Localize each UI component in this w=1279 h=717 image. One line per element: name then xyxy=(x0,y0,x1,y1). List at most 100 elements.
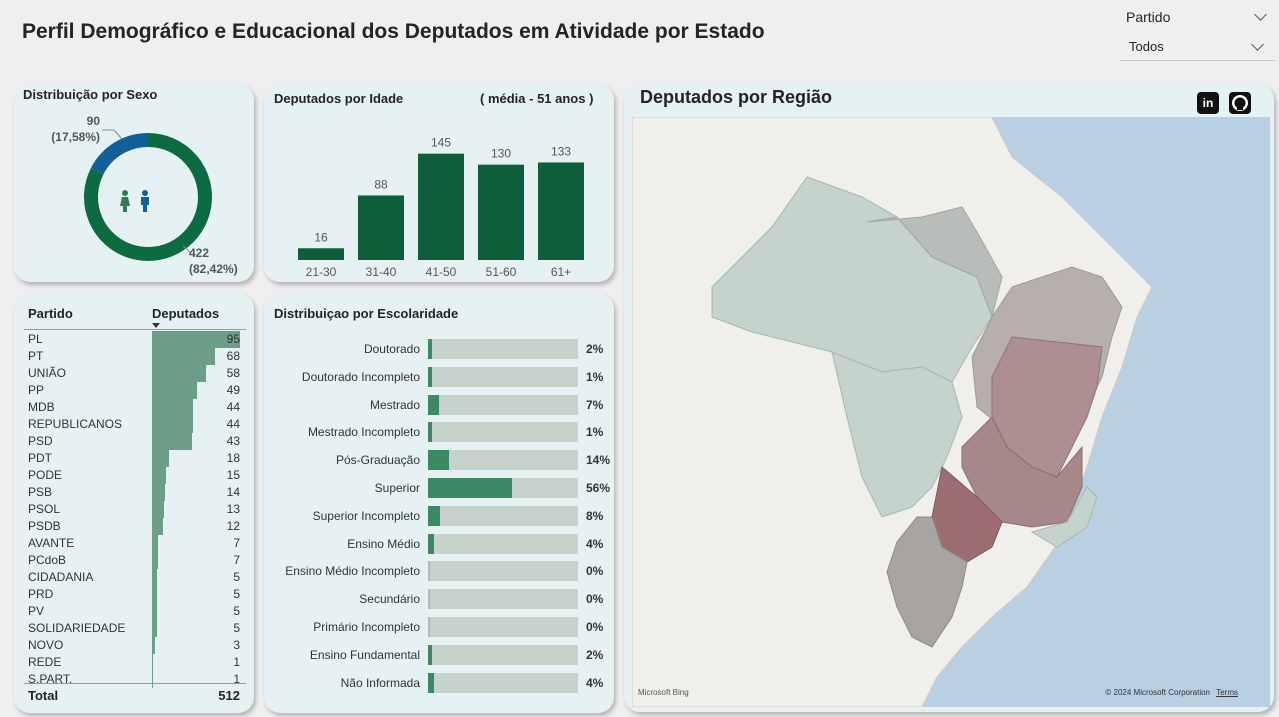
table-total-label: Total xyxy=(28,688,59,703)
table-row[interactable]: PT 68 xyxy=(14,348,254,365)
education-row[interactable]: Ensino Fundamental 2% xyxy=(264,644,614,665)
deputados-databar xyxy=(152,450,169,467)
education-bar[interactable] xyxy=(428,672,434,693)
education-bar[interactable] xyxy=(428,533,434,554)
education-bar[interactable] xyxy=(428,394,439,415)
table-row[interactable]: PV 5 xyxy=(14,603,254,620)
table-row[interactable]: PSDB 12 xyxy=(14,518,254,535)
education-row[interactable]: Ensino Médio 4% xyxy=(264,533,614,554)
education-bar[interactable] xyxy=(428,422,432,443)
deputados-databar xyxy=(152,637,155,654)
sex-distribution-card: Distribuição por Sexo 90 (17,58%) 422 (8… xyxy=(14,84,254,282)
education-bar[interactable] xyxy=(428,617,430,637)
party-table-card: Partido Deputados PL 95 PT 68 UNIÃO 58 PP 49 MDB… xyxy=(14,293,254,713)
github-icon[interactable] xyxy=(1229,92,1251,114)
table-row[interactable]: MDB 44 xyxy=(14,399,254,416)
education-row[interactable]: Ensino Médio Incompleto 0% xyxy=(264,561,614,582)
deputados-value-cell: 95 xyxy=(226,332,240,346)
table-total-divider xyxy=(24,683,246,684)
table-row[interactable]: PODE 15 xyxy=(14,467,254,484)
chevron-down-icon[interactable] xyxy=(1251,38,1264,51)
deputados-value-cell: 1 xyxy=(233,672,240,686)
education-category-label: Superior xyxy=(374,481,420,495)
age-bar-value-label: 133 xyxy=(551,144,571,158)
table-row[interactable]: PSB 14 xyxy=(14,484,254,501)
brazil-map[interactable]: Microsoft Bing © 2024 Microsoft Corporat… xyxy=(632,117,1270,707)
age-category-label: 51-60 xyxy=(486,265,517,279)
table-row[interactable]: PDT 18 xyxy=(14,450,254,467)
education-row[interactable]: Doutorado 2% xyxy=(264,339,614,359)
education-row[interactable]: Primário Incompleto 0% xyxy=(264,617,614,637)
age-distribution-card: Deputados por Idade ( média - 51 anos ) … xyxy=(264,84,614,282)
table-row[interactable]: PCdoB 7 xyxy=(14,552,254,569)
education-bar-track xyxy=(428,589,578,610)
education-row[interactable]: Não Informada 4% xyxy=(264,672,614,693)
table-row[interactable]: AVANTE 7 xyxy=(14,535,254,552)
age-bar-chart: 16 21-30 88 31-40 145 41-50 130 51-60 133 61+ xyxy=(298,136,584,279)
deputados-value-cell: 5 xyxy=(233,570,240,584)
education-row[interactable]: Pós-Graduação 14% xyxy=(264,450,614,471)
page-title: Perfil Demográfico e Educacional dos Dep… xyxy=(22,20,765,43)
table-header-deputados[interactable]: Deputados xyxy=(152,306,220,321)
chevron-down-icon[interactable] xyxy=(1254,8,1267,21)
brazil-north-region[interactable] xyxy=(711,176,993,383)
table-row[interactable]: PRD 5 xyxy=(14,586,254,603)
table-row[interactable]: PL 95 xyxy=(14,331,254,348)
education-bar[interactable] xyxy=(428,366,432,387)
education-pct-label: 56% xyxy=(586,481,611,495)
party-slicer[interactable]: Partido Todos xyxy=(1120,3,1275,61)
education-bar[interactable] xyxy=(428,589,430,610)
party-name-cell: NOVO xyxy=(28,638,64,652)
linkedin-icon[interactable]: in xyxy=(1197,92,1219,114)
education-bar[interactable] xyxy=(428,339,432,359)
brazil-amapa-para-region[interactable] xyxy=(866,206,1003,319)
edu-card-title: Distribuiçao por Escolaridade xyxy=(274,306,459,321)
education-category-label: Doutorado Incompleto xyxy=(301,369,420,384)
education-bar-track xyxy=(428,366,578,387)
table-row[interactable]: PSOL 13 xyxy=(14,501,254,518)
donut-slice-male[interactable] xyxy=(84,133,212,261)
age-bar[interactable] xyxy=(418,153,464,260)
table-header-party[interactable]: Partido xyxy=(28,306,73,321)
education-bar[interactable] xyxy=(428,505,440,526)
table-row[interactable]: REDE 1 xyxy=(14,654,254,671)
education-bar[interactable] xyxy=(428,450,449,471)
education-bar[interactable] xyxy=(428,478,512,498)
education-pct-label: 1% xyxy=(586,425,604,440)
education-row[interactable]: Superior 56% xyxy=(264,478,614,498)
table-row[interactable]: PP 49 xyxy=(14,382,254,399)
map-terms-link[interactable]: Terms xyxy=(1216,688,1238,697)
education-row[interactable]: Superior Incompleto 8% xyxy=(264,505,614,526)
slicer-dropdown[interactable]: Todos xyxy=(1120,35,1275,61)
male-pct-label: (82,42%) xyxy=(189,262,238,276)
table-row[interactable]: CIDADANIA 5 xyxy=(14,569,254,586)
age-bar[interactable] xyxy=(358,195,404,260)
brazil-rio-espirito-santo[interactable] xyxy=(1030,486,1098,548)
donut-slice-female[interactable] xyxy=(90,133,149,175)
education-bar[interactable] xyxy=(428,561,430,582)
female-pct-label: (17,58%) xyxy=(51,130,100,144)
age-bar[interactable] xyxy=(538,162,584,260)
table-row[interactable]: NOVO 3 xyxy=(14,637,254,654)
table-row[interactable]: REPUBLICANOS 44 xyxy=(14,416,254,433)
age-category-label: 41-50 xyxy=(426,265,457,279)
education-row[interactable]: Secundário 0% xyxy=(264,589,614,610)
deputados-databar xyxy=(152,416,193,433)
education-row[interactable]: Doutorado Incompleto 1% xyxy=(264,366,614,387)
age-bar[interactable] xyxy=(478,164,524,260)
deputados-value-cell: 68 xyxy=(226,349,240,363)
education-row[interactable]: Mestrado Incompleto 1% xyxy=(264,422,614,443)
deputados-value-cell: 1 xyxy=(233,655,240,669)
brazil-south-region[interactable] xyxy=(886,516,968,648)
table-row[interactable]: SOLIDARIEDADE 5 xyxy=(14,620,254,637)
party-name-cell: PSB xyxy=(28,485,53,499)
table-row[interactable]: UNIÃO 58 xyxy=(14,365,254,382)
brazil-center-west-region[interactable] xyxy=(831,351,963,518)
age-bar[interactable] xyxy=(298,248,344,260)
deputados-databar xyxy=(152,603,157,620)
education-bar[interactable] xyxy=(428,644,432,665)
education-pct-label: 1% xyxy=(586,369,604,384)
table-row[interactable]: PSD 43 xyxy=(14,433,254,450)
table-row[interactable]: S.PART. 1 xyxy=(14,671,254,688)
education-row[interactable]: Mestrado 7% xyxy=(264,394,614,415)
